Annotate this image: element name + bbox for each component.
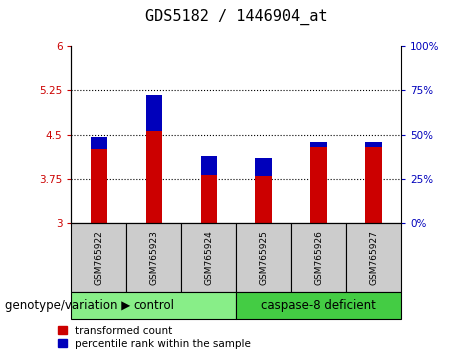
Text: genotype/variation ▶: genotype/variation ▶ <box>5 299 130 312</box>
Bar <box>126 223 181 292</box>
Bar <box>146 95 162 131</box>
Bar <box>71 223 126 292</box>
Bar <box>146 95 162 223</box>
Bar <box>310 142 327 223</box>
Text: GSM765923: GSM765923 <box>149 230 159 285</box>
Text: GSM765925: GSM765925 <box>259 230 268 285</box>
Text: caspase-8 deficient: caspase-8 deficient <box>261 299 376 312</box>
Bar <box>255 158 272 176</box>
Text: GSM765922: GSM765922 <box>95 230 103 285</box>
Bar <box>236 223 291 292</box>
Text: control: control <box>133 299 174 312</box>
Bar <box>236 292 401 319</box>
Bar <box>201 156 217 175</box>
Bar <box>291 223 346 292</box>
Bar <box>91 137 107 149</box>
Bar <box>346 223 401 292</box>
Bar <box>181 223 236 292</box>
Legend: transformed count, percentile rank within the sample: transformed count, percentile rank withi… <box>58 326 251 349</box>
Bar <box>255 176 272 223</box>
Bar <box>91 137 107 223</box>
Text: GSM765924: GSM765924 <box>204 230 213 285</box>
Text: GSM765926: GSM765926 <box>314 230 323 285</box>
Bar <box>201 175 217 223</box>
Bar <box>310 142 327 147</box>
Bar <box>366 142 382 147</box>
Text: GDS5182 / 1446904_at: GDS5182 / 1446904_at <box>145 8 327 25</box>
Bar <box>71 292 236 319</box>
Text: GSM765927: GSM765927 <box>369 230 378 285</box>
Bar <box>366 142 382 223</box>
